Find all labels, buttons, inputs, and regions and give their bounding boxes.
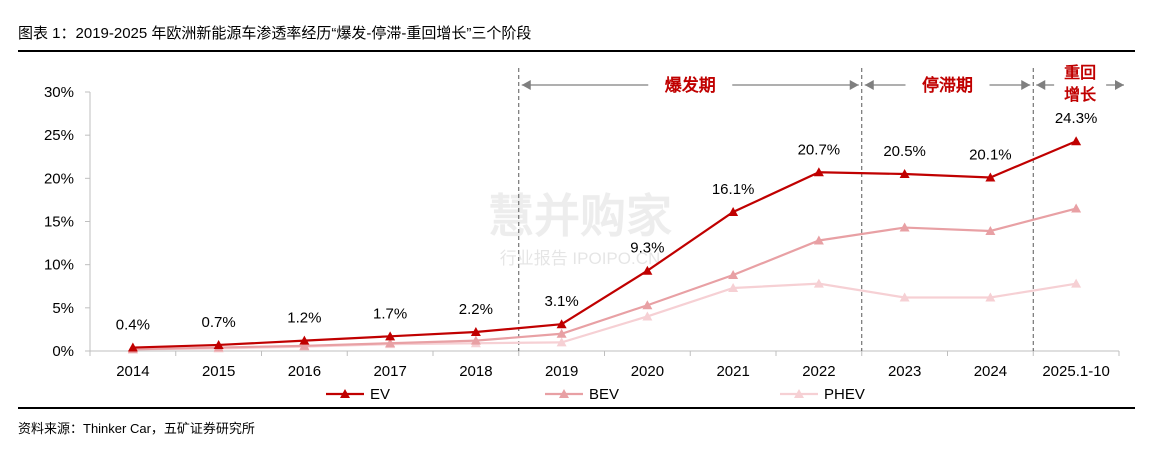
phase-label: 停滞期 (922, 75, 973, 95)
data-point-ev (127, 342, 138, 352)
bottom-rule (18, 407, 1135, 409)
phase-arrow-head-right (849, 80, 859, 90)
data-label-ev: 20.1% (969, 146, 1012, 163)
y-tick-label: 30% (44, 84, 74, 101)
legend-swatch-marker (794, 389, 804, 398)
data-point-bev (899, 222, 910, 232)
data-point-phev (728, 282, 739, 292)
legend-label: PHEV (824, 386, 865, 403)
data-point-phev (899, 292, 910, 302)
x-tick-label: 2023 (888, 363, 921, 380)
chart-title: 图表 1：2019-2025 年欧洲新能源车渗透率经历“爆发-停滞-重回增长”三… (18, 25, 532, 42)
legend-swatch-marker (340, 389, 350, 398)
legend-label: BEV (589, 386, 619, 403)
data-point-bev (556, 328, 567, 338)
watermark-subtext: 行业报告 IPOIPO.CN (500, 249, 661, 268)
phase-arrow-head-right (1021, 80, 1031, 90)
data-label-ev: 2.2% (459, 301, 493, 318)
legend-swatch-marker (559, 389, 569, 398)
data-point-bev (1071, 203, 1082, 213)
data-label-ev: 0.4% (116, 317, 150, 334)
x-tick-label: 2021 (716, 363, 749, 380)
legend-label: EV (370, 386, 390, 403)
x-tick-label: 2019 (545, 363, 578, 380)
y-tick-label: 20% (44, 170, 74, 187)
y-tick-label: 10% (44, 257, 74, 274)
x-tick-label: 2020 (631, 363, 664, 380)
data-point-bev (470, 335, 481, 345)
data-label-ev: 3.1% (545, 293, 579, 310)
x-tick-label: 2016 (288, 363, 321, 380)
x-tick-label: 2015 (202, 363, 235, 380)
data-point-ev (299, 335, 310, 345)
x-tick-label: 2024 (974, 363, 1007, 380)
data-label-ev: 20.7% (798, 141, 841, 158)
data-point-ev (642, 265, 653, 275)
series-line-phev (132, 282, 1077, 351)
data-label-ev: 20.5% (883, 143, 926, 160)
data-point-bev (642, 300, 653, 310)
data-label-ev: 16.1% (712, 181, 755, 198)
phase-label: 重回 (1064, 63, 1096, 82)
data-point-ev (470, 327, 481, 337)
data-point-phev (985, 292, 996, 302)
data-point-ev (385, 331, 396, 341)
series-line-bev (132, 207, 1077, 351)
data-label-ev: 1.2% (287, 310, 321, 327)
top-rule (18, 50, 1135, 52)
data-point-ev (985, 172, 996, 182)
data-label-ev: 9.3% (630, 240, 664, 257)
data-point-ev (728, 207, 739, 217)
data-point-bev (728, 270, 739, 280)
data-point-ev (899, 169, 910, 179)
data-point-phev (813, 278, 824, 288)
series-line-ev (132, 140, 1077, 349)
y-tick-label: 15% (44, 214, 74, 231)
source-note: 资料来源：Thinker Car，五矿证券研究所 (18, 421, 255, 436)
data-point-ev (1071, 136, 1082, 146)
x-tick-label: 2022 (802, 363, 835, 380)
data-point-phev (642, 311, 653, 321)
data-point-ev (813, 167, 824, 177)
x-tick-label: 2018 (459, 363, 492, 380)
data-point-phev (1071, 278, 1082, 288)
phase-arrow-head-left (1036, 80, 1046, 90)
data-point-ev (213, 339, 224, 349)
data-point-bev (813, 235, 824, 245)
data-point-bev (299, 340, 310, 350)
data-label-ev: 24.3% (1055, 110, 1098, 127)
phase-arrow-head-right (1115, 80, 1124, 90)
phase-arrow-head-left (521, 80, 531, 90)
y-tick-label: 25% (44, 127, 74, 144)
data-label-ev: 0.7% (202, 314, 236, 331)
data-label-ev: 1.7% (373, 305, 407, 322)
phase-label: 爆发期 (665, 75, 716, 95)
phase-label: 增长 (1064, 85, 1097, 104)
data-point-phev (556, 337, 567, 347)
x-tick-label: 2014 (116, 363, 149, 380)
x-tick-label: 2017 (373, 363, 406, 380)
data-point-bev (985, 225, 996, 235)
data-point-bev (385, 338, 396, 348)
x-tick-label: 2025.1-10 (1042, 363, 1110, 380)
y-tick-label: 0% (52, 343, 74, 360)
watermark-text: 慧并购家 (488, 190, 672, 242)
y-tick-label: 5% (52, 300, 74, 317)
phase-arrow-head-left (864, 80, 874, 90)
data-point-ev (556, 319, 567, 329)
